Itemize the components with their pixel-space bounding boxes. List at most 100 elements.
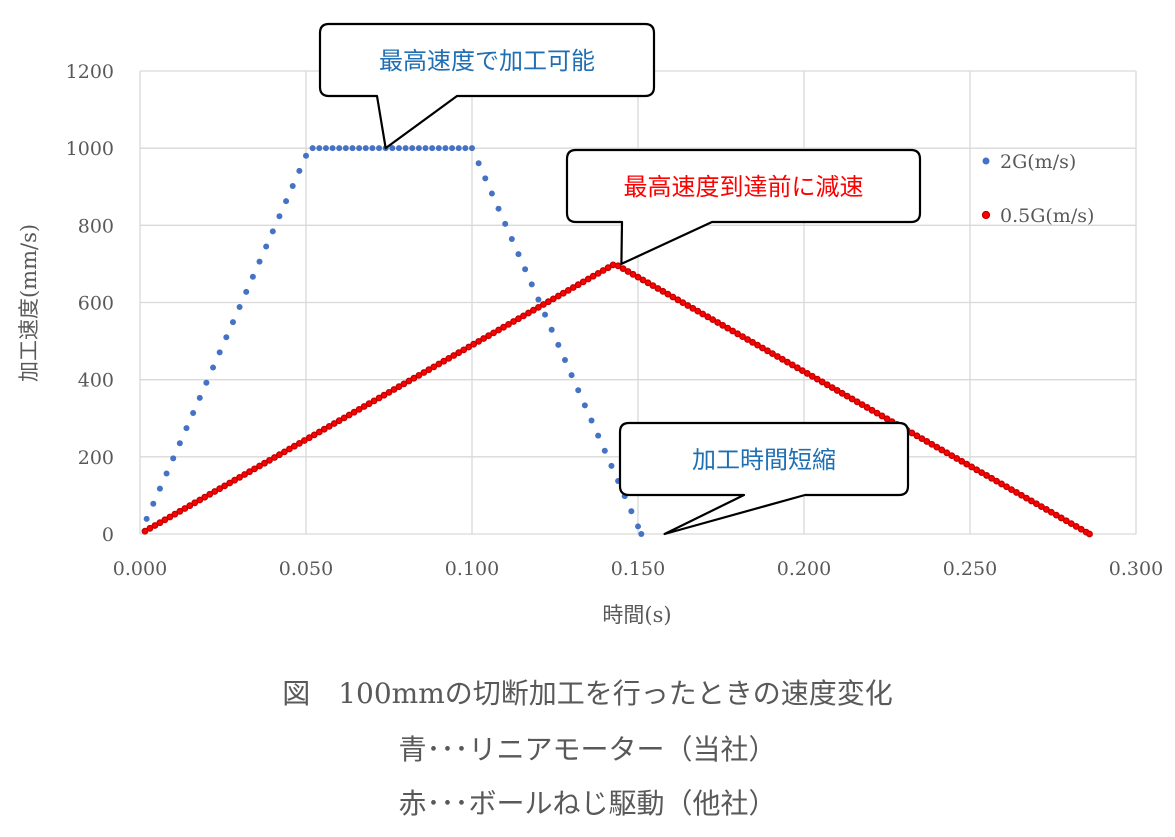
- data-point: [330, 420, 338, 427]
- data-point: [395, 145, 402, 152]
- data-point: [878, 412, 886, 420]
- data-point: [243, 288, 250, 295]
- callout-box: [318, 22, 656, 150]
- data-point: [191, 499, 199, 507]
- data-point: [601, 447, 608, 454]
- legend-entry-0: 2G(m/s): [982, 151, 1076, 173]
- data-point: [963, 460, 971, 468]
- data-point: [141, 527, 149, 535]
- data-point: [788, 361, 796, 369]
- data-point: [505, 320, 512, 328]
- data-point: [858, 401, 866, 409]
- data-point: [395, 383, 403, 391]
- data-point: [719, 321, 727, 329]
- y-tick-label: 600: [78, 293, 114, 315]
- data-point: [838, 389, 846, 397]
- data-point: [793, 364, 801, 372]
- data-point: [828, 384, 836, 392]
- data-point: [322, 145, 329, 152]
- data-point: [402, 145, 409, 152]
- series-1: [141, 261, 1093, 538]
- data-point: [684, 302, 692, 309]
- data-point: [764, 347, 771, 355]
- data-point: [679, 299, 687, 307]
- data-point: [256, 258, 263, 265]
- data-point: [729, 327, 737, 335]
- data-point: [385, 388, 393, 396]
- data-point: [575, 387, 582, 394]
- callout-2: 加工時間短縮: [618, 421, 910, 536]
- data-point: [210, 364, 217, 371]
- data-point: [555, 341, 562, 348]
- data-point: [502, 220, 509, 227]
- data-point: [356, 145, 363, 152]
- data-point: [754, 341, 761, 349]
- data-point: [440, 357, 448, 365]
- data-point: [1052, 511, 1060, 519]
- data-point: [350, 408, 358, 416]
- data-point: [628, 508, 635, 515]
- data-point: [604, 264, 612, 272]
- data-point: [442, 145, 449, 152]
- data-point: [559, 289, 567, 297]
- data-point: [943, 449, 951, 457]
- data-point: [798, 367, 806, 375]
- data-point: [251, 465, 258, 473]
- x-tick-label: 0.200: [777, 558, 831, 580]
- data-point: [236, 473, 244, 481]
- data-point: [480, 335, 488, 342]
- x-axis-title: 時間(s): [602, 603, 671, 627]
- data-point: [236, 304, 243, 311]
- data-point: [430, 363, 438, 371]
- y-tick-label: 1000: [66, 138, 114, 160]
- data-point: [223, 334, 230, 341]
- data-point: [410, 374, 418, 382]
- data-point: [241, 471, 248, 478]
- data-point: [988, 474, 995, 482]
- data-point: [450, 352, 458, 359]
- data-point: [619, 265, 627, 273]
- data-point: [206, 490, 214, 498]
- callout-box: [565, 148, 922, 266]
- data-point: [196, 394, 203, 401]
- data-point: [588, 417, 595, 424]
- speed-chart: 0 200 400 600 800 1000 1200 0.000 0.050 0.100 0.15…: [17, 22, 1163, 627]
- data-point: [614, 262, 622, 270]
- data-point: [181, 505, 189, 512]
- data-point: [818, 378, 826, 386]
- data-point: [271, 454, 278, 461]
- data-point: [744, 336, 751, 343]
- data-point: [211, 488, 219, 495]
- data-point: [535, 303, 542, 311]
- data-point: [608, 462, 615, 469]
- data-point: [355, 405, 363, 413]
- data-point: [933, 443, 941, 451]
- data-point: [569, 284, 577, 291]
- data-point: [349, 145, 356, 152]
- data-point: [544, 298, 552, 306]
- data-point: [246, 468, 253, 476]
- data-point: [420, 369, 428, 376]
- data-point: [500, 323, 507, 331]
- data-point: [568, 372, 575, 379]
- data-point: [389, 145, 396, 152]
- data-point: [774, 353, 781, 360]
- data-point: [269, 228, 276, 235]
- data-point: [309, 145, 316, 152]
- data-point: [156, 519, 164, 527]
- data-point: [161, 516, 169, 524]
- data-point: [380, 391, 388, 399]
- data-point: [216, 349, 223, 356]
- data-point: [595, 432, 602, 439]
- data-point: [203, 379, 210, 386]
- data-point: [948, 452, 956, 460]
- data-point: [249, 273, 256, 280]
- data-point: [1037, 503, 1045, 511]
- legend-label: 0.5G(m/s): [1000, 205, 1094, 227]
- data-point: [405, 377, 413, 385]
- data-point: [170, 455, 177, 462]
- data-point: [1028, 497, 1035, 505]
- callout-text: 最高速度到達前に減速: [624, 173, 864, 201]
- data-point: [290, 442, 298, 450]
